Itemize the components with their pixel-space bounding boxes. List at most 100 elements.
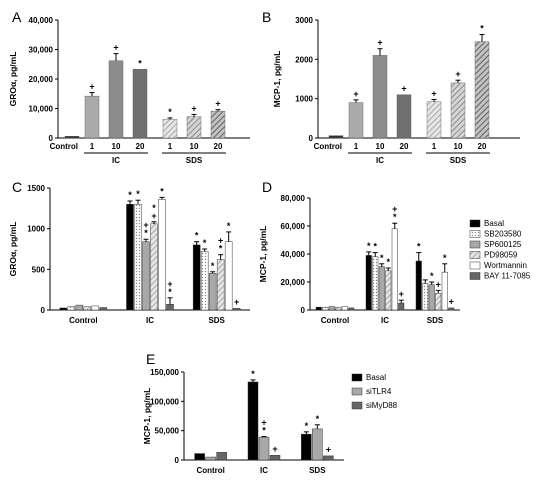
legend-swatch <box>469 261 481 270</box>
panel-a-chart: 0 10,000 20,000 30,000 40,000 GROα, pg/mL A Con… <box>8 9 250 165</box>
data-bar <box>134 204 142 311</box>
panel-letter: D <box>262 179 272 195</box>
x-tick-label: Control <box>196 466 224 475</box>
y-tick-label: 20,000 <box>281 278 306 287</box>
data-bar <box>224 241 233 311</box>
significance-marker: + <box>89 82 94 92</box>
data-bar <box>126 204 134 311</box>
legend-label: SB203580 <box>484 230 522 239</box>
significance-marker: * <box>136 189 140 199</box>
data-bar <box>391 228 398 311</box>
data-bar <box>435 292 442 311</box>
panel-b-chart: 0 1000 2000 3000 MCP-1, pg/mL B Control +1 +10 +2… <box>262 9 520 165</box>
legend-label: siTLR4 <box>366 387 392 396</box>
data-bar <box>91 305 100 311</box>
data-bar <box>108 60 124 139</box>
data-bar <box>426 101 442 139</box>
legend-swatch <box>351 401 363 410</box>
y-tick-label: 150,000 <box>150 368 179 377</box>
significance-marker: + <box>455 69 460 79</box>
y-tick-label: 0 <box>309 134 314 143</box>
significance-marker: * <box>443 253 447 263</box>
y-tick-label: 3000 <box>295 16 313 25</box>
legend-label: Basal <box>484 219 504 228</box>
legend-swatch <box>469 240 481 249</box>
significance-marker: + <box>167 279 172 289</box>
data-bar <box>59 307 68 311</box>
y-axis-label: MCP-1, pg/mL <box>258 226 268 283</box>
x-tick-label: IC <box>381 316 389 325</box>
x-tick-label: 1 <box>90 142 95 151</box>
data-bar <box>192 244 201 311</box>
legend-swatch <box>469 272 481 280</box>
x-tick-label: SDS <box>309 466 326 475</box>
x-tick-label: IC <box>260 466 268 475</box>
significance-marker: * <box>160 186 164 196</box>
significance-marker: + <box>401 84 406 94</box>
data-bar <box>341 306 348 311</box>
data-bar <box>422 283 429 311</box>
legend-label: BAY 11-7085 <box>484 272 531 281</box>
data-bar <box>158 199 166 311</box>
significance-marker: * <box>316 414 320 424</box>
panel-e-chart: 0 50,000 100,000 150,000 MCP-1, pg/mL E Contro… <box>142 351 398 475</box>
y-tick-label: 60,000 <box>281 222 306 231</box>
data-bar <box>328 306 335 311</box>
legend-label: siMyD88 <box>366 401 398 410</box>
data-bar <box>348 102 364 139</box>
y-tick-label: 1500 <box>27 184 45 193</box>
y-tick-label: 50,000 <box>155 427 180 436</box>
data-bar <box>323 455 334 461</box>
data-bar <box>396 94 412 139</box>
panel-letter: C <box>12 179 22 195</box>
significance-marker: * <box>128 190 132 200</box>
y-axis-label: GROα, pg/mL <box>8 222 18 277</box>
legend-swatch <box>351 387 363 396</box>
x-tick-label: 20 <box>478 142 487 151</box>
group-label: IC <box>112 156 120 165</box>
panel-letter: E <box>146 351 155 367</box>
data-bar <box>205 456 216 461</box>
legend-swatch <box>469 219 481 228</box>
data-bar <box>83 306 92 311</box>
significance-marker: * <box>380 253 384 263</box>
data-bar <box>200 251 209 311</box>
significance-marker: + <box>272 444 277 454</box>
significance-marker: * <box>393 212 397 222</box>
x-tick-label: 10 <box>376 142 385 151</box>
data-bar <box>378 266 385 311</box>
x-tick-label: Control <box>50 142 78 151</box>
legend-label: PD98059 <box>484 251 518 260</box>
y-tick-label: 80,000 <box>281 194 306 203</box>
x-tick-label: 1 <box>354 142 359 151</box>
data-bar <box>132 69 148 139</box>
significance-marker: + <box>449 296 454 306</box>
data-bar <box>99 307 108 311</box>
data-bar <box>208 273 217 311</box>
significance-marker: * <box>480 24 484 34</box>
y-axis-label: MCP-1, pg/mL <box>272 51 282 108</box>
data-bar <box>428 284 435 311</box>
significance-marker: + <box>392 204 397 214</box>
y-tick-label: 40,000 <box>281 250 306 259</box>
significance-marker: * <box>138 58 142 68</box>
y-tick-label: 0 <box>49 134 54 143</box>
significance-marker: * <box>417 242 421 252</box>
data-bar <box>258 436 270 461</box>
y-tick-label: 20,000 <box>29 75 54 84</box>
y-tick-label: 40,000 <box>29 16 54 25</box>
data-bar <box>312 428 323 461</box>
data-bar <box>162 119 178 139</box>
data-bar <box>75 304 84 311</box>
significance-marker: * <box>211 261 215 271</box>
data-bar <box>64 136 80 139</box>
data-bar <box>186 116 202 139</box>
significance-marker: * <box>203 238 207 248</box>
y-tick-label: 30,000 <box>29 46 54 55</box>
significance-marker: + <box>353 89 358 99</box>
legend-label: Wortmannin <box>484 261 527 270</box>
y-axis-label: MCP-1, pg/mL <box>142 388 152 445</box>
data-bar <box>385 270 392 311</box>
